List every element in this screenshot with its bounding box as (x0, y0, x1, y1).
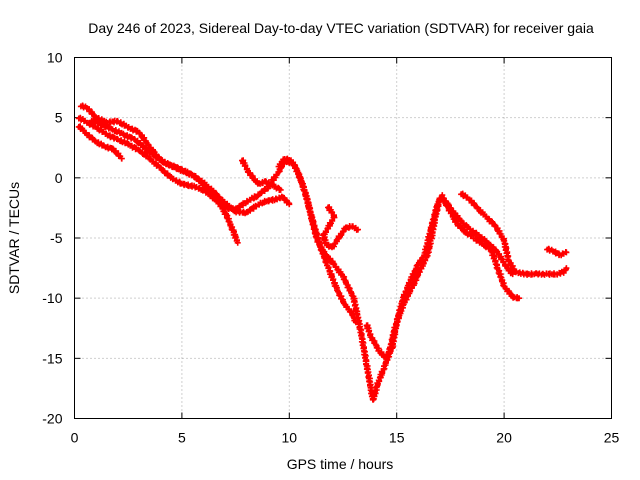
series-3-markers (75, 123, 125, 162)
data-points (75, 102, 570, 403)
series-8-markers (363, 196, 516, 361)
series-8 (363, 196, 516, 361)
series-10 (544, 245, 570, 259)
y-tick-label: -10 (42, 290, 62, 306)
y-tick-label: -15 (42, 350, 62, 366)
series-3 (75, 123, 125, 162)
y-tick-label: 0 (55, 170, 63, 186)
series-9 (458, 190, 570, 278)
x-tick-label: 20 (496, 430, 512, 446)
y-tick-label: 10 (47, 50, 63, 66)
series-4-markers (88, 117, 293, 217)
plot-frame (74, 57, 612, 419)
grid (74, 57, 612, 419)
y-axis-label: SDTVAR / TECUs (6, 182, 22, 294)
series-5 (239, 157, 284, 193)
y-tick-label: 5 (55, 110, 63, 126)
series-7 (320, 204, 361, 251)
series-6 (275, 155, 359, 326)
x-tick-label: 15 (389, 430, 405, 446)
axis-ticks: 0 5 10 15 20 25 -20 -15 -10 -5 0 5 10 (42, 50, 619, 446)
series-5-markers (239, 157, 284, 193)
y-tick-label: -5 (50, 230, 63, 246)
chart-title: Day 246 of 2023, Sidereal Day-to-day VTE… (88, 20, 594, 36)
series-9-markers (458, 190, 570, 278)
series-6-markers (275, 155, 359, 326)
x-tick-label: 5 (178, 430, 186, 446)
series-10-markers (544, 245, 570, 259)
x-axis-label: GPS time / hours (287, 456, 394, 472)
x-tick-label: 25 (604, 430, 620, 446)
x-tick-label: 10 (282, 430, 298, 446)
x-tick-label: 0 (71, 430, 79, 446)
series-7-markers (320, 204, 361, 251)
series-4 (88, 117, 293, 217)
y-tick-label: -20 (42, 411, 62, 427)
